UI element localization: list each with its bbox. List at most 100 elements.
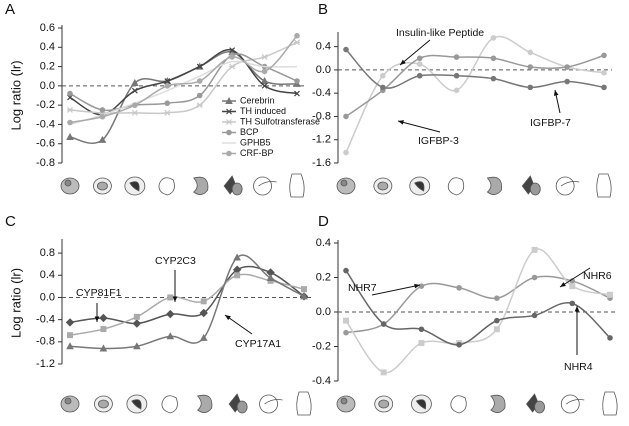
marker (527, 49, 534, 56)
legend-label: TH induced (240, 106, 286, 116)
annotation: NHR7 (348, 282, 377, 294)
series-line (345, 49, 605, 89)
marker (131, 109, 138, 116)
stage-icon (415, 399, 427, 410)
stage-icon (231, 182, 243, 196)
y-tick-label: 0.4 (40, 269, 55, 281)
series-line (345, 248, 611, 374)
marker (294, 32, 300, 39)
marker (226, 119, 232, 125)
marker (418, 283, 425, 289)
marker (98, 135, 107, 143)
annotation-arrow (399, 39, 431, 66)
y-tick-label: 0.0 (40, 291, 55, 303)
marker (343, 329, 349, 336)
marker (225, 96, 233, 104)
annotation: CYP17A1 (235, 338, 281, 350)
marker (66, 342, 74, 350)
panel: B -1.6 -1.2 -0.8 -0.4 0.0 0.4 Insulin-like Pept… (312, 1, 612, 198)
marker (416, 72, 423, 79)
marker (453, 87, 460, 94)
y-tick-label: -0.4 (312, 87, 331, 99)
y-axis-label: Log ratio (lr) (8, 268, 23, 338)
marker (380, 369, 387, 376)
panel-label: C (5, 213, 16, 230)
marker (343, 317, 349, 324)
marker (131, 87, 138, 94)
arrow-head (172, 296, 178, 302)
marker (380, 321, 387, 327)
marker (99, 313, 108, 323)
y-tick-label: -1.2 (312, 134, 331, 146)
marker (99, 107, 106, 113)
marker (226, 129, 232, 136)
marker (261, 54, 268, 60)
marker (456, 285, 462, 291)
y-tick-label: 0.4 (316, 41, 331, 53)
marker (229, 47, 236, 54)
marker (65, 318, 75, 327)
marker (199, 333, 208, 341)
stage-icon (566, 399, 585, 405)
stage-icon (414, 181, 425, 192)
y-tick-label: 0.4 (40, 41, 55, 53)
arrow-head (414, 283, 420, 289)
stage-icon (560, 181, 580, 187)
panel-label: B (318, 1, 328, 18)
y-tick-label: -0.4 (36, 314, 55, 326)
marker (531, 312, 538, 319)
y-tick-label: -0.8 (312, 110, 331, 122)
marker (294, 90, 300, 97)
y-tick-label: -1.2 (36, 358, 55, 370)
panel: C Log ratio (lr) -1.2 -0.8 -0.4 0.0 0.4 0.8 CYP8… (5, 213, 312, 416)
panel: A Log ratio (lr) -0.8 -0.6 -0.4 -0.2 0.0 0.2 0.4… (5, 1, 320, 198)
marker (380, 72, 386, 79)
annotation: IGFBP-3 (418, 135, 459, 147)
stage-icon (258, 181, 277, 187)
y-tick-label: 0.4 (316, 237, 331, 249)
stage-icon (555, 176, 575, 196)
legend-label: GPHB5 (240, 137, 271, 147)
stage-icon (296, 391, 312, 416)
marker (67, 107, 73, 113)
stage-icon (289, 173, 305, 198)
marker (131, 78, 139, 86)
marker (601, 84, 607, 91)
stage-icon (192, 176, 209, 195)
marker (67, 332, 73, 339)
marker (531, 246, 538, 253)
marker (294, 39, 300, 46)
marker (490, 55, 497, 62)
marker (601, 70, 607, 76)
marker (100, 326, 107, 333)
stage-icon (253, 176, 272, 196)
marker (200, 298, 207, 305)
legend-label: BCP (240, 127, 259, 137)
stage-icon (534, 400, 545, 414)
stage-icon (98, 399, 109, 409)
marker (196, 78, 203, 84)
marker (601, 52, 607, 59)
stage-icon (97, 181, 108, 191)
marker (229, 54, 235, 60)
marker (380, 84, 386, 91)
stage-icon (340, 397, 348, 405)
marker (99, 113, 106, 120)
marker (233, 253, 241, 261)
annotation: NHR6 (583, 270, 612, 282)
marker (226, 108, 232, 115)
marker (260, 76, 269, 85)
stage-icon (259, 394, 278, 414)
marker (343, 113, 349, 120)
stage-icon (64, 397, 72, 405)
marker (133, 342, 141, 350)
stage-icon (196, 394, 213, 413)
marker (300, 292, 308, 300)
marker (166, 309, 175, 319)
marker (164, 100, 171, 107)
marker (343, 46, 349, 53)
stage-icon (490, 394, 506, 413)
marker (67, 119, 73, 126)
stage-icon (596, 173, 612, 198)
